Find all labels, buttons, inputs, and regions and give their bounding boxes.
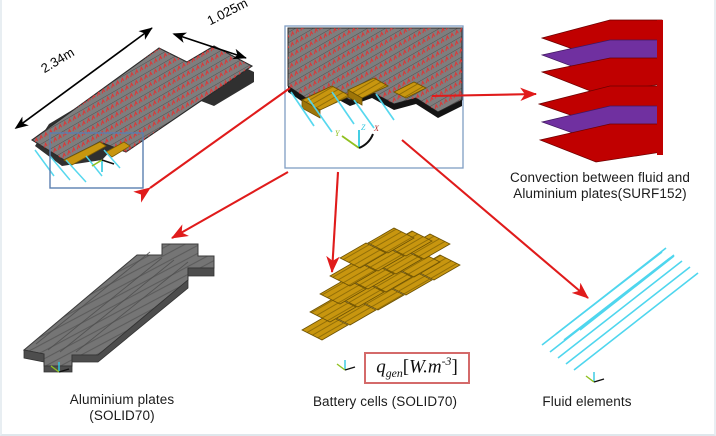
heat-generation-formula: qgen[W.m-3] [376,355,458,381]
caption-convection-line1: Convection between fluid and [510,170,690,185]
aluminium-plates-model [22,243,215,373]
formula-open-bracket: [ [402,356,410,378]
axis-triad-fluid [585,372,605,383]
overview-detail-selection-box [49,132,144,189]
axis-triad-detail: Z Y X [335,123,380,149]
formula-unit-dot: . [423,356,428,378]
axis-triad-aluminium [50,362,70,373]
dimension-width-arrow [172,32,247,60]
arrow-detail-to-battery [326,171,340,274]
caption-aluminium-plates: Aluminium plates (SOLID70) [32,392,212,425]
callout-arrows [133,87,589,299]
caption-aluminium-line2: (SOLID70) [89,408,155,424]
caption-battery-cells: Battery cells (SOLID70) [312,394,458,409]
caption-convection: Convection between fluid and Aluminium p… [500,170,700,203]
formula-unit-w: W [409,356,424,378]
formula-unit-m: m [427,356,442,378]
axis-label-z: Z [361,123,366,132]
detail-view: Z Y X [284,25,464,169]
caption-fluid-elements: Fluid elements [542,394,632,409]
dimension-arrows [14,27,247,130]
caption-aluminium-line1: Aluminium plates [69,392,175,407]
caption-convection-line2: Aluminium plates(SURF152) [513,186,687,202]
arrow-detail-to-fluid [401,139,589,299]
formula-close-bracket: ] [451,356,458,378]
heat-generation-formula-box: qgen[W.m-3] [364,352,470,384]
formula-unit-exponent: -3 [441,354,452,368]
battery-cells-model [301,227,461,371]
axis-label-y: Y [335,129,341,138]
formula-symbol: q [376,356,386,378]
convection-plate-stack [537,19,663,163]
arrow-detail-to-convection [431,87,538,102]
axis-triad-overview [91,159,115,172]
axis-label-x: X [373,124,380,133]
arrow-detail-to-aluminium [171,171,289,239]
axis-triad-battery [336,360,356,371]
fluid-elements-model [541,247,699,371]
formula-subscript: gen [385,367,403,381]
arrow-overview-to-detail [133,87,291,203]
dimension-length-arrow [14,27,153,130]
